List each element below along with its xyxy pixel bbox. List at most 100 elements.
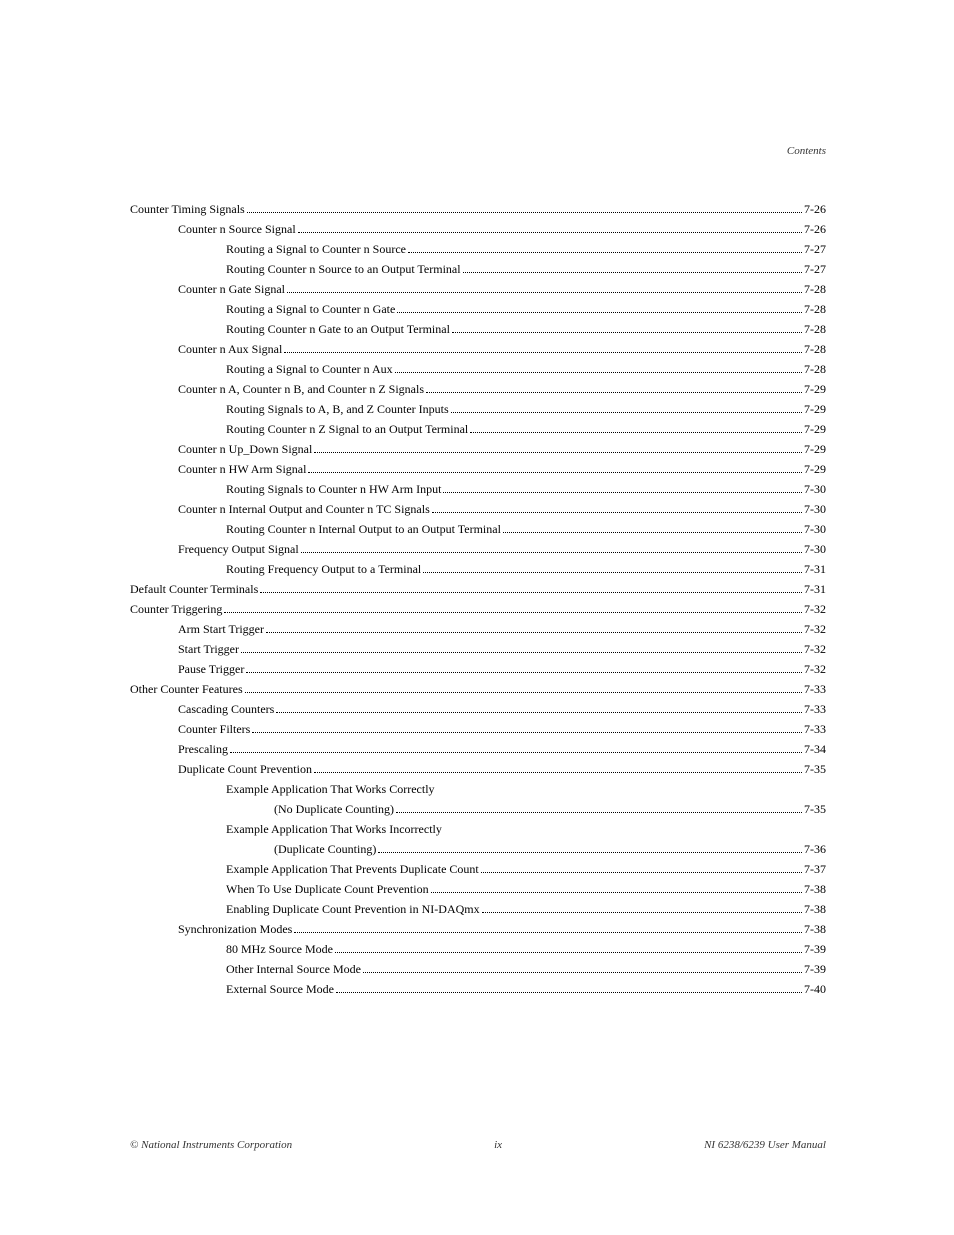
toc-entry-page: 7-35 — [804, 760, 826, 778]
header-contents: Contents — [787, 145, 826, 157]
toc-entry-page: 7-28 — [804, 360, 826, 378]
toc-entry-text: Routing Counter n Internal Output to an … — [226, 520, 501, 538]
toc-dots — [287, 292, 802, 293]
footer-manual: NI 6238/6239 User Manual — [704, 1139, 826, 1151]
toc-entry-page: 7-30 — [804, 520, 826, 538]
toc-entry-page: 7-29 — [804, 460, 826, 478]
toc-entry-page: 7-28 — [804, 280, 826, 298]
toc-entry-page: 7-28 — [804, 340, 826, 358]
toc-entry: Routing Signals to A, B, and Z Counter I… — [130, 400, 826, 418]
toc-dots — [294, 932, 802, 933]
toc-dots — [252, 732, 802, 733]
toc-entry-page: 7-27 — [804, 240, 826, 258]
toc-entry-text: Counter Filters — [178, 720, 250, 738]
toc-entry-page: 7-38 — [804, 900, 826, 918]
toc-entry: Counter Timing Signals7-26 — [130, 200, 826, 218]
toc-entry-page: 7-30 — [804, 500, 826, 518]
toc-dots — [463, 272, 802, 273]
toc-entry-page: 7-28 — [804, 320, 826, 338]
toc-entry-page: 7-27 — [804, 260, 826, 278]
toc-dots — [452, 332, 802, 333]
toc-dots — [224, 612, 802, 613]
toc-dots — [423, 572, 802, 573]
toc-entry-text: 80 MHz Source Mode — [226, 940, 333, 958]
toc-dots — [260, 592, 802, 593]
page-header: Contents — [787, 145, 826, 157]
toc-entry-text: Example Application That Prevents Duplic… — [226, 860, 479, 878]
toc-dots — [314, 772, 802, 773]
toc-dots — [395, 372, 802, 373]
toc-dots — [335, 952, 802, 953]
toc-dots — [408, 252, 802, 253]
toc-dots — [363, 972, 802, 973]
toc-entry-text: Routing Signals to A, B, and Z Counter I… — [226, 400, 449, 418]
toc-entry: When To Use Duplicate Count Prevention7-… — [130, 880, 826, 898]
toc-entry: Counter n A, Counter n B, and Counter n … — [130, 380, 826, 398]
toc-dots — [470, 432, 802, 433]
toc-dots — [396, 812, 802, 813]
toc-entry-text: Example Application That Works Incorrect… — [226, 820, 442, 838]
toc-entry-text: Counter n HW Arm Signal — [178, 460, 306, 478]
toc-entry: Cascading Counters7-33 — [130, 700, 826, 718]
toc-entry-page: 7-32 — [804, 660, 826, 678]
toc-entry-page: 7-39 — [804, 960, 826, 978]
toc-entry: Arm Start Trigger7-32 — [130, 620, 826, 638]
toc-entry-text: Routing a Signal to Counter n Gate — [226, 300, 395, 318]
toc-entry: Example Application That Works Incorrect… — [130, 820, 826, 838]
toc-entry: Synchronization Modes7-38 — [130, 920, 826, 938]
toc-dots — [308, 472, 802, 473]
toc-entry: Counter Filters7-33 — [130, 720, 826, 738]
toc-entry: Enabling Duplicate Count Prevention in N… — [130, 900, 826, 918]
toc-entry-page: 7-36 — [804, 840, 826, 858]
toc-entry: Pause Trigger7-32 — [130, 660, 826, 678]
toc-entry-text: Routing Counter n Z Signal to an Output … — [226, 420, 468, 438]
toc-entry: Counter n Aux Signal7-28 — [130, 340, 826, 358]
toc-entry: Routing Frequency Output to a Terminal7-… — [130, 560, 826, 578]
toc-dots — [336, 992, 802, 993]
toc-dots — [284, 352, 802, 353]
toc-entry: Routing Counter n Internal Output to an … — [130, 520, 826, 538]
toc-entry-page: 7-35 — [804, 800, 826, 818]
toc-dots — [397, 312, 802, 313]
toc-entry-text: Arm Start Trigger — [178, 620, 264, 638]
table-of-contents: Counter Timing Signals7-26Counter n Sour… — [130, 200, 826, 1000]
toc-entry-text: Other Internal Source Mode — [226, 960, 361, 978]
toc-entry-page: 7-40 — [804, 980, 826, 998]
toc-entry-text: (Duplicate Counting) — [274, 840, 376, 858]
toc-entry-text: Routing a Signal to Counter n Aux — [226, 360, 393, 378]
toc-dots — [503, 532, 802, 533]
toc-entry: Other Internal Source Mode 7-39 — [130, 960, 826, 978]
toc-dots — [230, 752, 802, 753]
toc-entry-page: 7-26 — [804, 200, 826, 218]
toc-dots — [378, 852, 802, 853]
toc-dots — [431, 892, 802, 893]
toc-entry: Example Application That Works Correctly — [130, 780, 826, 798]
toc-entry-page: 7-28 — [804, 300, 826, 318]
toc-entry-page: 7-29 — [804, 400, 826, 418]
toc-entry: Routing Counter n Z Signal to an Output … — [130, 420, 826, 438]
toc-entry: Start Trigger7-32 — [130, 640, 826, 658]
toc-entry-text: Counter n Gate Signal — [178, 280, 285, 298]
toc-entry-page: 7-30 — [804, 540, 826, 558]
toc-entry: Routing Counter n Source to an Output Te… — [130, 260, 826, 278]
toc-entry-page: 7-29 — [804, 380, 826, 398]
toc-entry-text: Other Counter Features — [130, 680, 243, 698]
toc-entry-text: Routing Frequency Output to a Terminal — [226, 560, 421, 578]
toc-dots — [276, 712, 802, 713]
toc-dots — [266, 632, 802, 633]
toc-entry: Counter Triggering7-32 — [130, 600, 826, 618]
toc-entry-text: Prescaling — [178, 740, 228, 758]
toc-dots — [426, 392, 802, 393]
toc-entry: Routing a Signal to Counter n Aux 7-28 — [130, 360, 826, 378]
toc-entry: Routing a Signal to Counter n Gate 7-28 — [130, 300, 826, 318]
toc-entry: Duplicate Count Prevention7-35 — [130, 760, 826, 778]
footer-copyright: © National Instruments Corporation — [130, 1139, 292, 1151]
toc-entry: Default Counter Terminals7-31 — [130, 580, 826, 598]
toc-entry-page: 7-37 — [804, 860, 826, 878]
toc-entry-text: Counter Triggering — [130, 600, 222, 618]
toc-entry: Routing a Signal to Counter n Source7-27 — [130, 240, 826, 258]
toc-entry: Counter n Internal Output and Counter n … — [130, 500, 826, 518]
toc-dots — [298, 232, 802, 233]
toc-entry-text: External Source Mode — [226, 980, 334, 998]
toc-entry: Routing Counter n Gate to an Output Term… — [130, 320, 826, 338]
